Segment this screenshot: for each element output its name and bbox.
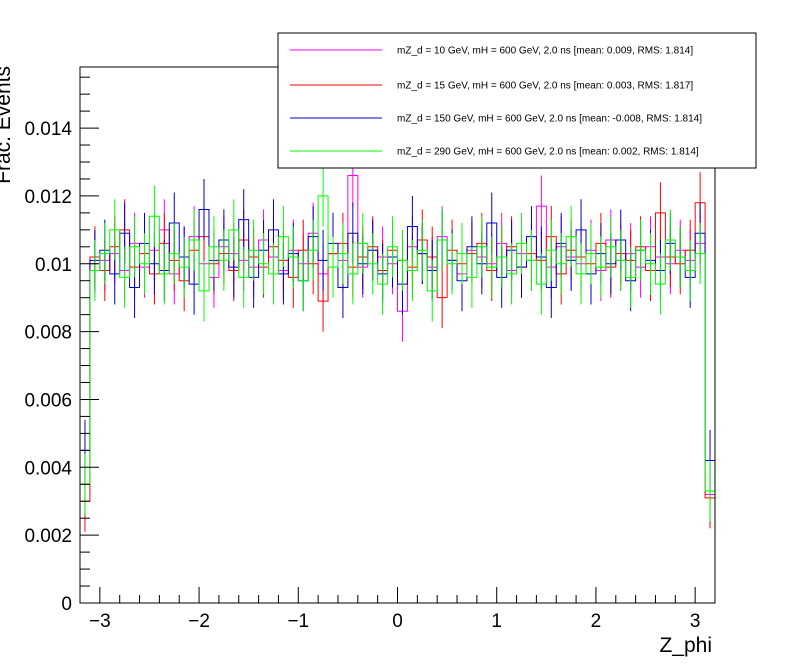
series-layer <box>79 145 716 603</box>
x-tick-label: 2 <box>591 611 602 632</box>
series-4 <box>79 165 716 603</box>
x-tick-label: −2 <box>188 611 210 632</box>
y-tick-label: 0.006 <box>24 390 72 411</box>
y-tick-label: 0.01 <box>35 255 72 276</box>
y-axis-title: Frac. Events <box>0 66 15 184</box>
legend-entry-label: mZ_d = 150 GeV, mH = 600 GeV, 2.0 ns [me… <box>397 114 702 125</box>
y-tick-label: 0.002 <box>24 526 72 547</box>
legend-entry-label: mZ_d = 10 GeV, mH = 600 GeV, 2.0 ns [mea… <box>397 46 693 57</box>
y-tick-label: 0.012 <box>24 187 72 208</box>
x-axis-title: Z_phi <box>659 634 712 657</box>
legend-entry-label: mZ_d = 290 GeV, mH = 600 GeV, 2.0 ns [me… <box>397 147 699 158</box>
legend-box <box>277 32 757 169</box>
x-tick-label: −1 <box>287 611 309 632</box>
legend: mZ_d = 10 GeV, mH = 600 GeV, 2.0 ns [mea… <box>277 32 757 169</box>
x-axis: −3 −2 −1 0 1 2 3 <box>79 587 716 632</box>
x-tick-label: 1 <box>491 611 502 632</box>
y-tick-label: 0.014 <box>24 119 72 140</box>
x-tick-label: −3 <box>89 611 111 632</box>
y-axis: 0 0.002 0.004 0.006 0.008 0.01 0.012 0.014 <box>24 76 99 615</box>
y-tick-label: 0.004 <box>24 458 72 479</box>
y-tick-label: 0 <box>61 594 72 615</box>
x-tick-label: 0 <box>392 611 403 632</box>
legend-entry-label: mZ_d = 15 GeV, mH = 600 GeV, 2.0 ns [mea… <box>397 81 693 92</box>
y-tick-label: 0.008 <box>24 323 72 344</box>
x-tick-label: 3 <box>690 611 701 632</box>
